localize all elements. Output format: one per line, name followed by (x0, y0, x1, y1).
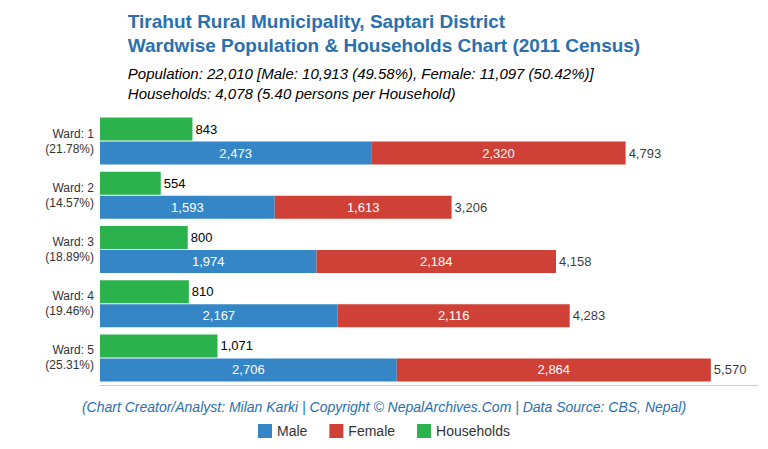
svg-text:Ward: 4: Ward: 4 (52, 289, 94, 303)
svg-text:(18.89%): (18.89%) (45, 250, 94, 264)
svg-text:4,158: 4,158 (559, 254, 592, 269)
svg-text:Population: 22,010 [Male: 10,9: Population: 22,010 [Male: 10,913 (49.58%… (128, 65, 595, 82)
svg-text:2,473: 2,473 (219, 146, 252, 161)
svg-text:810: 810 (192, 284, 214, 299)
svg-text:2,706: 2,706 (232, 362, 265, 377)
svg-text:(19.46%): (19.46%) (45, 304, 94, 318)
svg-text:Ward: 3: Ward: 3 (52, 235, 94, 249)
svg-text:Ward: 1: Ward: 1 (52, 127, 94, 141)
svg-text:800: 800 (191, 230, 213, 245)
svg-text:1,071: 1,071 (220, 338, 253, 353)
svg-text:1,974: 1,974 (192, 254, 225, 269)
svg-text:Ward: 2: Ward: 2 (52, 181, 94, 195)
svg-text:Ward: 5: Ward: 5 (52, 343, 94, 357)
svg-text:Male: Male (277, 423, 308, 439)
svg-text:(Chart Creator/Analyst: Milan: (Chart Creator/Analyst: Milan Karki | Co… (82, 399, 686, 415)
svg-text:Tirahut Rural Municipality, Sa: Tirahut Rural Municipality, Saptari Dist… (128, 11, 506, 32)
svg-text:(25.31%): (25.31%) (45, 358, 94, 372)
svg-text:2,320: 2,320 (482, 146, 515, 161)
svg-text:1,613: 1,613 (347, 200, 380, 215)
svg-text:(14.57%): (14.57%) (45, 196, 94, 210)
svg-text:843: 843 (195, 122, 217, 137)
svg-text:4,283: 4,283 (573, 308, 606, 323)
svg-text:Wardwise Population & Househol: Wardwise Population & Households Chart (… (128, 35, 640, 56)
svg-text:3,206: 3,206 (455, 200, 488, 215)
svg-text:Female: Female (348, 423, 395, 439)
svg-text:Households: 4,078 (5.40 person: Households: 4,078 (5.40 persons per Hous… (128, 85, 456, 102)
svg-text:2,167: 2,167 (203, 308, 236, 323)
svg-text:2,864: 2,864 (538, 362, 571, 377)
svg-text:(21.78%): (21.78%) (45, 142, 94, 156)
svg-text:Households: Households (436, 423, 510, 439)
svg-text:554: 554 (164, 176, 186, 191)
svg-text:5,570: 5,570 (714, 362, 747, 377)
svg-text:2,184: 2,184 (420, 254, 453, 269)
svg-text:4,793: 4,793 (629, 146, 662, 161)
svg-text:2,116: 2,116 (438, 308, 470, 323)
svg-text:1,593: 1,593 (171, 200, 204, 215)
